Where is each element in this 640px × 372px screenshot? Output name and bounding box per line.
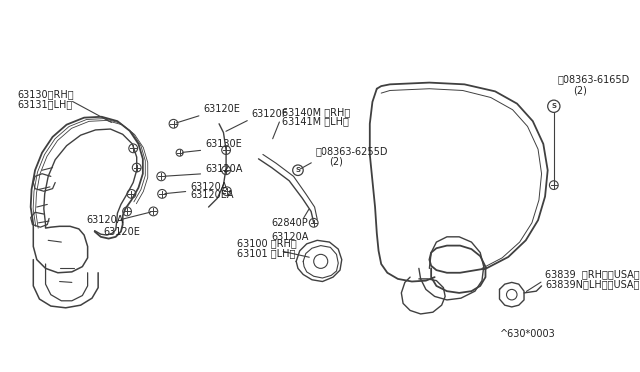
Text: 63130〈RH〉: 63130〈RH〉 xyxy=(17,90,74,99)
Text: 63120A: 63120A xyxy=(205,164,243,174)
Text: 63120A: 63120A xyxy=(86,215,124,225)
Text: 63839N〈LH〉〈USA〉: 63839N〈LH〉〈USA〉 xyxy=(545,279,639,289)
Text: 63120E: 63120E xyxy=(204,105,240,115)
Text: 63839  〈RH〉〈USA〉: 63839 〈RH〉〈USA〉 xyxy=(545,269,640,279)
Text: 63100 〈RH〉: 63100 〈RH〉 xyxy=(237,238,296,248)
Text: 63141M 〈LH〉: 63141M 〈LH〉 xyxy=(282,117,349,126)
Text: 63120E: 63120E xyxy=(104,227,140,237)
Text: 63120A: 63120A xyxy=(190,182,228,192)
Text: 63120EA: 63120EA xyxy=(190,190,234,200)
Text: 63120F: 63120F xyxy=(252,109,288,119)
Text: (2): (2) xyxy=(573,85,587,95)
Text: 63140M 〈RH〉: 63140M 〈RH〉 xyxy=(282,107,351,117)
Text: S: S xyxy=(296,167,300,173)
Text: S: S xyxy=(551,103,556,109)
Text: (2): (2) xyxy=(330,157,344,167)
Text: 63130E: 63130E xyxy=(205,140,242,150)
Text: Ⓝ08363-6255D: Ⓝ08363-6255D xyxy=(316,147,388,157)
Text: ^630*0003: ^630*0003 xyxy=(499,329,556,339)
Text: 63101 〈LH〉: 63101 〈LH〉 xyxy=(237,248,295,258)
Text: 63131〈LH〉: 63131〈LH〉 xyxy=(17,99,73,109)
Text: Ⓝ08363-6165D: Ⓝ08363-6165D xyxy=(557,75,630,84)
Text: 63120A: 63120A xyxy=(271,232,309,242)
Text: 62840P: 62840P xyxy=(271,218,308,228)
